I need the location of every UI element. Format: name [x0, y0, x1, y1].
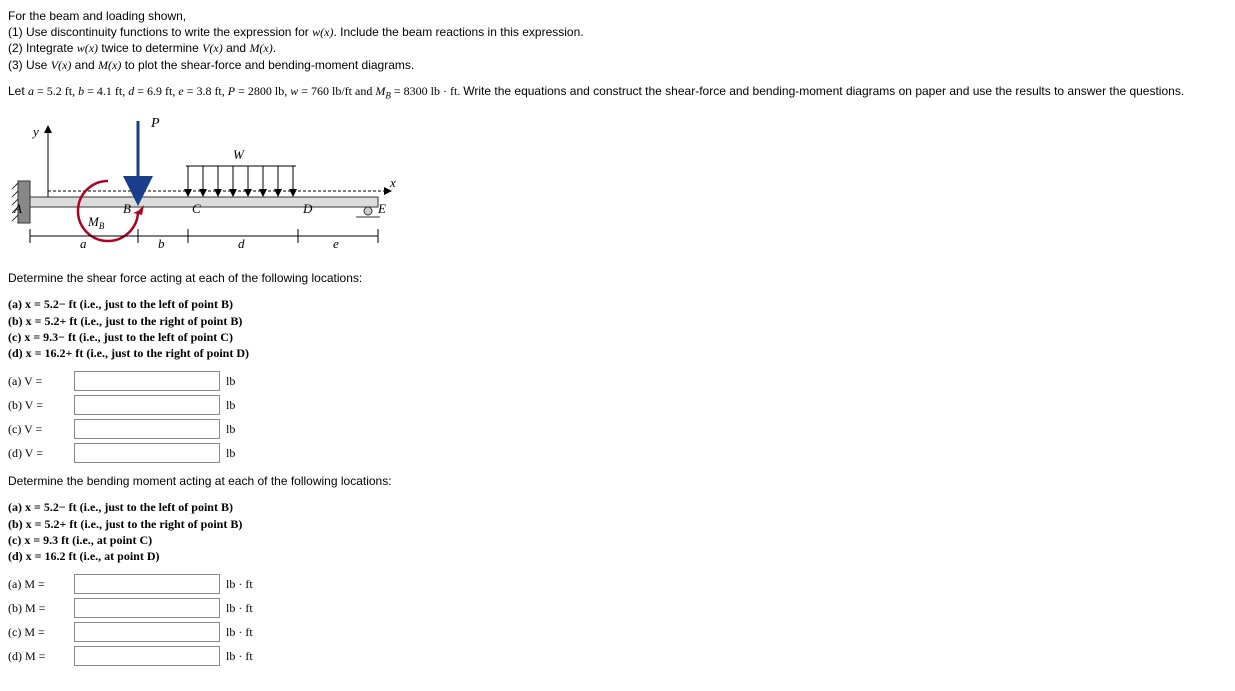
- text: and: [223, 41, 250, 55]
- shear-d-label: (d) V =: [8, 445, 68, 461]
- moment-answers: (a) M = lb · ft (b) M = lb · ft (c) M = lb …: [8, 574, 1227, 666]
- shear-b-label: (b) V =: [8, 397, 68, 413]
- unit-lb: lb: [226, 421, 235, 437]
- text: to plot the shear-force and bending-mome…: [121, 58, 414, 72]
- MB-label: MB: [87, 214, 105, 231]
- Mx: M(x): [249, 41, 272, 55]
- shear-c-input[interactable]: [74, 419, 220, 439]
- E-label: E: [377, 201, 386, 216]
- unit-lb: lb: [226, 373, 235, 389]
- text: Write the equations and construct the sh…: [463, 84, 1184, 98]
- dim-b: b: [158, 236, 165, 251]
- shear-d-input[interactable]: [74, 443, 220, 463]
- moment-loc-c: (c) x = 9.3 ft (i.e., at point C): [8, 533, 152, 547]
- unit-lbft: lb · ft: [226, 648, 253, 664]
- text: = 760 lb/ft and: [298, 84, 375, 98]
- text: = 8300 lb · ft.: [391, 84, 463, 98]
- shear-a-input[interactable]: [74, 371, 220, 391]
- x-label: x: [389, 175, 396, 190]
- text: = 4.1 ft,: [84, 84, 128, 98]
- text: (3) Use: [8, 58, 51, 72]
- text: = 6.9 ft,: [134, 84, 178, 98]
- text: .: [273, 41, 276, 55]
- C-label: C: [192, 201, 201, 216]
- moment-loc-b: (b) x = 5.2+ ft (i.e., just to the right…: [8, 517, 242, 531]
- shear-loc-c: (c) x = 9.3− ft (i.e., just to the left …: [8, 330, 233, 344]
- intro-line0: For the beam and loading shown,: [8, 8, 1227, 24]
- unit-lbft: lb · ft: [226, 624, 253, 640]
- shear-loc-b: (b) x = 5.2+ ft (i.e., just to the right…: [8, 314, 242, 328]
- shear-a-label: (a) V =: [8, 373, 68, 389]
- text: (1) Use discontinuity functions to write…: [8, 25, 312, 39]
- shear-b-input[interactable]: [74, 395, 220, 415]
- B-label: B: [123, 201, 131, 216]
- moment-loc-a: (a) x = 5.2− ft (i.e., just to the left …: [8, 500, 233, 514]
- unit-lbft: lb · ft: [226, 600, 253, 616]
- moment-prompt: Determine the bending moment acting at e…: [8, 473, 1227, 489]
- intro-line3: (3) Use V(x) and M(x) to plot the shear-…: [8, 57, 1227, 73]
- dim-d: d: [238, 236, 245, 251]
- A-label: A: [13, 201, 22, 216]
- moment-b-input[interactable]: [74, 598, 220, 618]
- unit-lbft: lb · ft: [226, 576, 253, 592]
- text: . Include the beam reactions in this exp…: [333, 25, 583, 39]
- dim-a: a: [80, 236, 87, 251]
- y-label: y: [31, 124, 39, 139]
- unit-lb: lb: [226, 445, 235, 461]
- Mx: M(x): [98, 58, 121, 72]
- P-label: P: [150, 116, 160, 131]
- text: Let: [8, 84, 28, 98]
- moment-a-label: (a) M =: [8, 576, 68, 592]
- moment-b-label: (b) M =: [8, 600, 68, 616]
- Vx: V(x): [51, 58, 72, 72]
- shear-loc-d: (d) x = 16.2+ ft (i.e., just to the righ…: [8, 346, 249, 360]
- D-label: D: [302, 201, 313, 216]
- shear-prompt: Determine the shear force acting at each…: [8, 270, 1227, 286]
- W-label: W: [233, 147, 245, 162]
- dim-e: e: [333, 236, 339, 251]
- shear-c-label: (c) V =: [8, 421, 68, 437]
- moment-c-input[interactable]: [74, 622, 220, 642]
- intro-block: For the beam and loading shown, (1) Use …: [8, 8, 1227, 73]
- text: = 5.2 ft,: [34, 84, 78, 98]
- given-block: Let a = 5.2 ft, b = 4.1 ft, d = 6.9 ft, …: [8, 83, 1227, 102]
- wx: w(x): [312, 25, 333, 39]
- moment-d-input[interactable]: [74, 646, 220, 666]
- text: = 3.8 ft,: [184, 84, 228, 98]
- intro-line1: (1) Use discontinuity functions to write…: [8, 24, 1227, 40]
- beam-diagram: y x P W A B C D E MB a b d e: [8, 111, 398, 256]
- moment-d-label: (d) M =: [8, 648, 68, 664]
- shear-locations: (a) x = 5.2− ft (i.e., just to the left …: [8, 296, 1227, 361]
- wx: w(x): [77, 41, 98, 55]
- text: and: [71, 58, 98, 72]
- intro-line2: (2) Integrate w(x) twice to determine V(…: [8, 40, 1227, 56]
- moment-c-label: (c) M =: [8, 624, 68, 640]
- Vx: V(x): [202, 41, 223, 55]
- unit-lb: lb: [226, 397, 235, 413]
- shear-answers: (a) V = lb (b) V = lb (c) V = lb (d) V = lb: [8, 371, 1227, 463]
- moment-locations: (a) x = 5.2− ft (i.e., just to the left …: [8, 499, 1227, 564]
- text: twice to determine: [98, 41, 202, 55]
- shear-loc-a: (a) x = 5.2− ft (i.e., just to the left …: [8, 297, 233, 311]
- moment-a-input[interactable]: [74, 574, 220, 594]
- MB: M: [375, 84, 385, 98]
- text: (2) Integrate: [8, 41, 77, 55]
- text: = 2800 lb,: [235, 84, 290, 98]
- moment-loc-d: (d) x = 16.2 ft (i.e., at point D): [8, 549, 160, 563]
